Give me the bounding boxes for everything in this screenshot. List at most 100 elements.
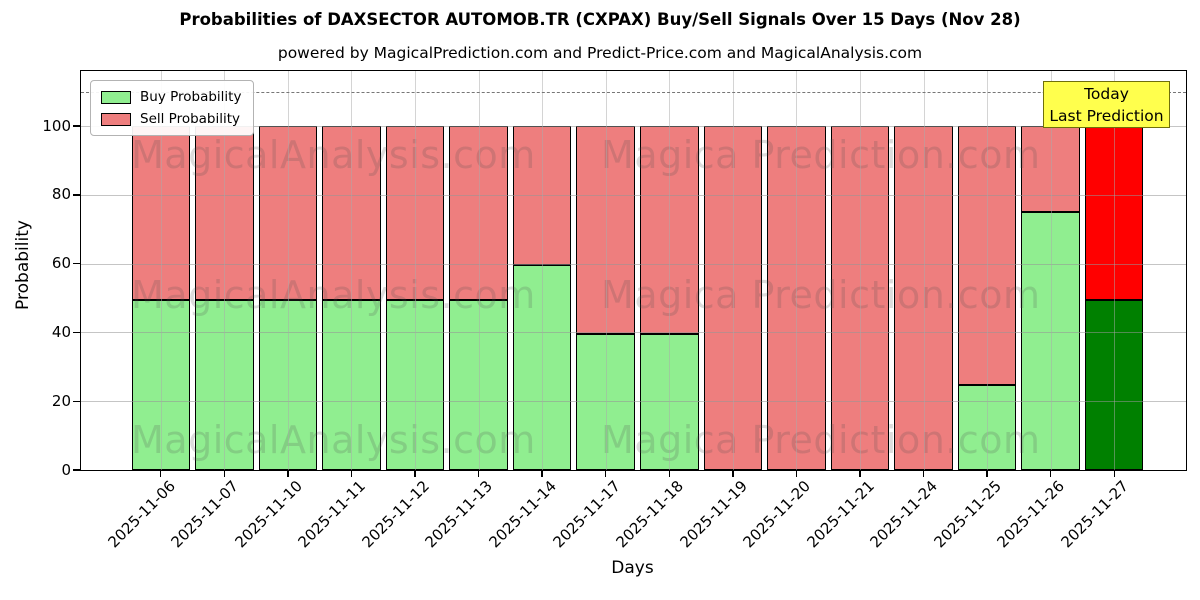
y-tick-mark	[73, 400, 81, 402]
sell-segment	[957, 126, 1017, 385]
x-tick-label-2025-11-06: 2025-11-06	[104, 477, 179, 552]
x-tick-label-2025-11-17: 2025-11-17	[549, 477, 624, 552]
x-tick-mark	[541, 470, 543, 477]
bar-slot-2025-11-20	[765, 71, 829, 470]
h-gridline-40	[81, 332, 1186, 334]
x-tick-label-2025-11-21: 2025-11-21	[803, 477, 878, 552]
bar-slot-2025-11-27	[1082, 71, 1146, 470]
x-tick-mark	[414, 470, 416, 477]
today-annotation: Today Last Prediction	[1043, 81, 1170, 128]
y-tick-mark	[73, 194, 81, 196]
sell-segment	[703, 126, 763, 470]
x-tick-label-2025-11-27: 2025-11-27	[1057, 477, 1132, 552]
bar-slot-2025-11-19	[701, 71, 765, 470]
sell-segment	[767, 126, 826, 470]
x-tick-mark	[287, 470, 289, 477]
x-axis-label: Days	[611, 558, 654, 578]
bar-slot-2025-11-26	[1019, 71, 1083, 470]
x-tick-label-2025-11-18: 2025-11-18	[612, 477, 688, 552]
x-tick-mark	[922, 470, 925, 477]
y-tick-mark	[73, 331, 81, 334]
legend-item-buy: Buy Probability	[101, 89, 241, 105]
v-gridline	[987, 71, 989, 470]
watermark-text: Magica Prediction.com	[601, 273, 1041, 317]
x-tick-label-2025-11-14: 2025-11-14	[485, 477, 560, 552]
h-gridline-60	[81, 263, 1186, 265]
x-tick-label-2025-11-07: 2025-11-07	[167, 477, 243, 552]
sell-segment	[576, 126, 635, 335]
sell-segment	[195, 126, 254, 300]
x-tick-mark	[350, 470, 353, 477]
sell-color-swatch	[101, 112, 131, 126]
v-gridline	[160, 71, 162, 470]
v-gridline	[542, 71, 544, 470]
buy-segment	[195, 299, 254, 470]
v-gridline	[669, 71, 671, 470]
legend: Buy Probability Sell Probability	[90, 80, 255, 136]
v-gridline	[287, 71, 289, 470]
x-tick-mark	[859, 470, 861, 477]
bars-container	[129, 71, 1146, 470]
v-gridline	[796, 71, 798, 470]
v-gridline	[351, 71, 353, 470]
bar-slot-2025-11-11	[320, 71, 384, 470]
x-tick-mark	[160, 470, 162, 477]
chart-title: Probabilities of DAXSECTOR AUTOMOB.TR (C…	[179, 10, 1021, 29]
bar-slot-2025-11-07	[193, 71, 257, 470]
buy-segment	[512, 265, 572, 470]
sell-segment	[1021, 126, 1080, 213]
watermark-text: Magica Prediction.com	[601, 133, 1041, 177]
x-tick-label-2025-11-13: 2025-11-13	[421, 477, 497, 552]
y-tick-label-60: 60	[51, 254, 71, 273]
plot-area: MagicalAnalysis.com Magica Prediction.com…	[42, 70, 1187, 551]
x-tick-mark	[795, 470, 798, 477]
bar-slot-2025-11-13	[447, 71, 511, 470]
sell-segment	[258, 126, 318, 300]
x-tick-mark	[605, 470, 607, 477]
v-gridline	[859, 71, 861, 470]
legend-item-sell: Sell Probability	[101, 111, 241, 127]
v-gridline	[415, 71, 417, 470]
buy-segment	[1084, 299, 1144, 470]
today-annotation-line2: Last Prediction	[1049, 107, 1164, 125]
v-gridline	[1114, 71, 1116, 470]
watermark-text: MagicalAnalysis.com	[131, 273, 536, 317]
y-tick-mark	[73, 125, 81, 127]
v-gridline	[478, 71, 480, 470]
x-tick-label-2025-11-10: 2025-11-10	[231, 477, 306, 552]
buy-segment	[449, 299, 508, 470]
sell-segment	[131, 126, 190, 300]
watermark-text: MagicalAnalysis.com	[131, 418, 536, 462]
watermark-text: Magica Prediction.com	[601, 418, 1041, 462]
legend-label-sell: Sell Probability	[140, 111, 241, 127]
today-annotation-line1: Today	[1084, 85, 1129, 103]
x-tick-label-2025-11-12: 2025-11-12	[358, 477, 433, 552]
watermark-text: MagicalAnalysis.com	[131, 133, 536, 177]
bar-slot-2025-11-21	[828, 71, 892, 470]
h-gridline-80	[81, 194, 1186, 196]
y-tick-label-0: 0	[61, 460, 71, 479]
v-gridline	[605, 71, 607, 470]
x-tick-label-2025-11-25: 2025-11-25	[930, 477, 1005, 552]
buy-segment	[1021, 212, 1080, 470]
y-tick-label-20: 20	[51, 391, 71, 410]
sell-segment	[322, 126, 381, 300]
x-tick-label-2025-11-11: 2025-11-11	[294, 477, 370, 552]
x-tick-mark	[1113, 470, 1115, 477]
sell-segment	[894, 126, 953, 470]
sell-segment	[830, 126, 890, 470]
y-tick-label-40: 40	[51, 322, 71, 341]
x-tick-mark	[1049, 470, 1052, 477]
bar-slot-2025-11-25	[955, 71, 1019, 470]
buy-segment	[322, 299, 381, 470]
y-tick-mark	[73, 469, 81, 471]
h-gridline-20	[81, 401, 1186, 403]
buy-segment	[131, 299, 190, 470]
x-tick-label-2025-11-26: 2025-11-26	[994, 477, 1069, 552]
y-tick-mark	[73, 262, 81, 265]
buy-segment	[258, 299, 318, 470]
x-tick-mark	[668, 470, 670, 477]
sell-segment	[1084, 126, 1144, 300]
sell-segment	[449, 126, 508, 300]
bar-slot-2025-11-10	[256, 71, 320, 470]
